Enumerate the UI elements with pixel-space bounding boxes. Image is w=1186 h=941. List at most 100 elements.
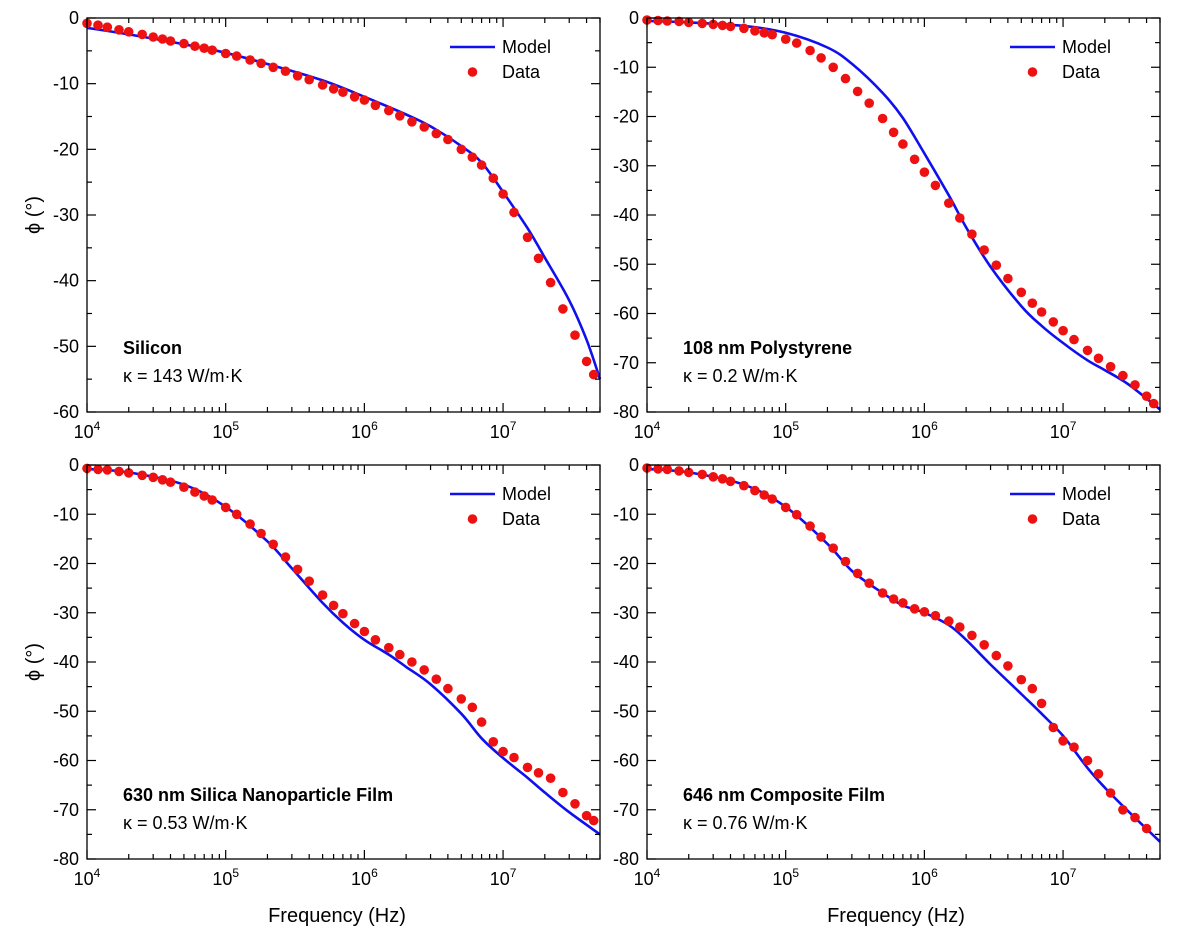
- data-point: [498, 189, 508, 199]
- y-tick-label: -80: [53, 849, 79, 869]
- data-point: [148, 32, 158, 42]
- data-point: [190, 487, 200, 497]
- data-point: [852, 86, 863, 97]
- legend-data-marker: [1027, 67, 1038, 77]
- data-point: [1082, 345, 1093, 356]
- chart-panel-4: 104 105 106 107 0 -10 -20 -30 -40 -50 -60 -70 -80 Mod…: [613, 455, 1161, 889]
- y-tick-label: -60: [53, 402, 79, 422]
- data-point: [137, 470, 147, 481]
- data-point: [165, 477, 176, 488]
- chart-panel-3: 104 105 106 107 0 -10 -20 -30 -40 -50 -60 -70 -80 Mod…: [53, 455, 601, 889]
- y-tick-label: 0: [69, 8, 79, 28]
- data-point: [220, 48, 231, 59]
- data-point: [930, 610, 941, 621]
- sample-name: 646 nm Composite Film: [683, 785, 885, 805]
- legend-model-label: Model: [502, 484, 551, 504]
- data-point: [338, 608, 348, 619]
- y-tick-label: -10: [613, 504, 639, 524]
- chart-panel-1: 104 105 106 107 0 -10 -20 -30 -40 -50 -60 Model Data…: [53, 8, 602, 442]
- data-point: [1069, 334, 1079, 345]
- data-point: [780, 34, 791, 44]
- data-point: [522, 232, 533, 243]
- data-point: [967, 229, 977, 239]
- data-point: [1093, 769, 1104, 779]
- y-tick-label: -30: [613, 156, 639, 176]
- legend-data-marker: [467, 514, 478, 524]
- data-point: [581, 810, 592, 821]
- data-point: [419, 665, 430, 675]
- data-point: [581, 356, 592, 367]
- data-point: [1105, 361, 1116, 372]
- y-tick-label: 0: [69, 455, 79, 475]
- data-point: [407, 657, 417, 667]
- y-tick-label: -30: [613, 603, 639, 623]
- data-point: [791, 509, 802, 520]
- data-point: [1130, 812, 1140, 823]
- data-point: [828, 543, 838, 553]
- y-tick-label: -70: [53, 800, 79, 820]
- legend-data-label: Data: [502, 509, 541, 529]
- data-point: [1036, 307, 1047, 317]
- x-tick-label: 106: [911, 419, 938, 442]
- y-tick-label: -50: [613, 701, 639, 721]
- data-point: [877, 588, 888, 598]
- data-point: [349, 92, 360, 102]
- data-point: [304, 576, 315, 586]
- data-point: [114, 466, 124, 477]
- data-point: [852, 568, 863, 579]
- data-point: [717, 20, 728, 31]
- data-point: [317, 80, 328, 90]
- data-point: [407, 117, 417, 127]
- data-point: [384, 642, 394, 653]
- data-point: [545, 773, 556, 783]
- data-point: [102, 22, 113, 32]
- data-point: [588, 815, 599, 826]
- data-point: [662, 464, 673, 475]
- data-point: [349, 618, 360, 629]
- data-point: [304, 74, 315, 85]
- x-tick-label: 105: [212, 419, 239, 442]
- y-tick-label: -60: [53, 751, 79, 771]
- data-point: [909, 154, 920, 165]
- data-point: [245, 519, 255, 529]
- data-point: [739, 480, 749, 491]
- x-tick-label: 105: [212, 866, 239, 889]
- data-point: [759, 490, 769, 500]
- data-point: [991, 260, 1002, 271]
- data-point: [816, 532, 826, 542]
- data-point: [979, 640, 989, 650]
- data-point: [570, 799, 580, 809]
- data-point: [395, 649, 405, 660]
- y-axis-title-bottom: ϕ (°): [23, 643, 45, 681]
- data-point: [717, 474, 728, 484]
- data-point: [509, 207, 519, 218]
- data-point: [370, 100, 381, 111]
- data-point: [944, 198, 954, 208]
- data-point: [750, 485, 760, 496]
- sample-name: 630 nm Silica Nanoparticle Film: [123, 785, 393, 805]
- data-point: [588, 369, 599, 380]
- data-point: [805, 45, 815, 56]
- data-point: [148, 472, 158, 483]
- data-point: [292, 564, 303, 575]
- data-point: [93, 464, 103, 475]
- y-tick-label: -10: [613, 57, 639, 77]
- data-point: [207, 45, 217, 55]
- data-point: [268, 539, 279, 550]
- y-tick-label: -70: [613, 800, 639, 820]
- data-point: [919, 607, 930, 617]
- data-point: [1118, 370, 1128, 381]
- data-point: [1003, 661, 1013, 671]
- y-tick-label: -50: [613, 254, 639, 274]
- data-point: [1105, 788, 1116, 798]
- data-point: [370, 635, 381, 645]
- data-point: [888, 594, 899, 604]
- chart-panel-2: 104 105 106 107 0 -10 -20 -30 -40 -50 -60 -70 -80 Mod…: [613, 8, 1161, 442]
- data-point: [179, 482, 189, 493]
- x-tick-label: 107: [490, 866, 517, 889]
- x-tick-label: 107: [1050, 866, 1077, 889]
- y-tick-label: -80: [613, 402, 639, 422]
- y-tick-label: -40: [613, 205, 639, 225]
- x-tick-label: 105: [772, 866, 799, 889]
- data-point: [759, 28, 769, 38]
